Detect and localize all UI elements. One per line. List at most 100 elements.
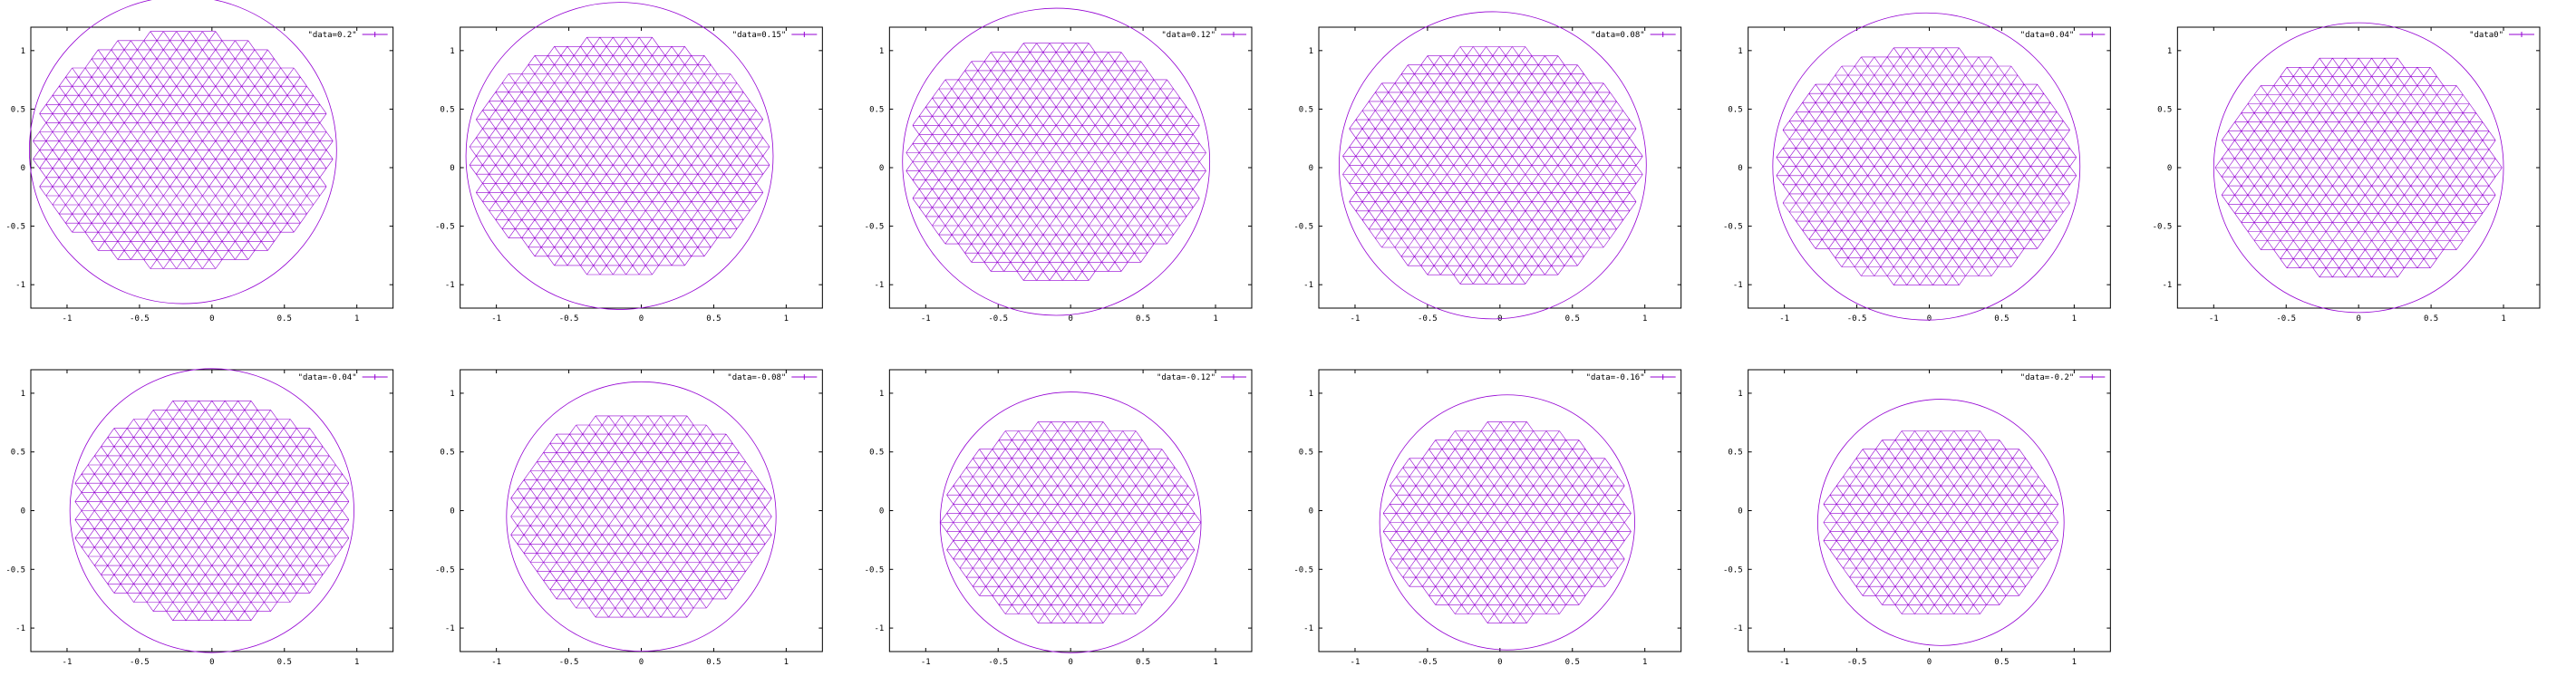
y-tick-label: -1 [15,624,25,633]
mesh-edges [469,36,770,275]
x-tick-label: -1 [1351,658,1361,667]
mesh-edges [1342,46,1643,285]
mesh-plot-10: -1 -0.5 0 0.5 1 1 0.5 0 -0.5 -1 "data=-0.16" [1293,369,1682,667]
mesh-edges [74,401,350,621]
mesh-boundary [1379,394,1635,651]
x-tick-label: -0.5 [1847,658,1867,667]
mesh-edges [2214,57,2503,278]
x-tick-label: 0.5 [706,314,721,324]
x-tick-label: 0.5 [1994,658,2009,667]
x-tick-label: -1 [921,314,931,324]
legend-label: "data=-0.04" [298,373,357,382]
y-tick-label: -1 [445,281,455,290]
mesh-plot-4: -1 -0.5 0 0.5 110.50-0.5-1"data=0.08" [1293,11,1682,324]
x-tick-label: 0 [1927,658,1932,667]
mesh-boundary [939,391,1202,653]
y-tick-label: -1 [2162,281,2172,290]
mesh-plot-6: -1 -0.5 0 0.5 1 1 0.5 0 -0.5 -1 "data0" [2153,22,2541,324]
y-tick-label: -0.5 [865,565,885,575]
x-tick-label: -0.5 [988,314,1008,324]
mesh-plot-2: -1 -0.5 0 0.5 1 1 0.5 0 -0.5 -1 "data=0.15" [435,2,823,324]
y-tick-label: 1 [1309,390,1313,399]
y-tick-label: 0 [2167,164,2172,173]
y-tick-label: 0 [21,507,25,517]
mesh-edges [940,421,1202,623]
y-tick-label: 0 [1309,507,1313,517]
x-tick-label: 0.5 [277,658,292,667]
mesh-plot-7: -1 -0.5 0 0.5 1 1 0.5 0 -0.5 -1 "data=-0.04" [5,368,394,667]
mesh-boundary [1338,11,1647,320]
plot-frame [1318,369,1682,652]
y-tick-label: 0.5 [11,105,25,114]
x-tick-label: -0.5 [1418,314,1438,324]
legend-label: "data=-0.08" [727,373,786,382]
legend-label: "data=0.04" [2020,31,2075,40]
x-tick-label: 0 [1068,314,1072,324]
x-tick-label: 0 [639,658,644,667]
y-tick-label: 1 [450,390,454,399]
x-tick-label: -1 [1351,314,1361,324]
x-tick-label: -1 [63,658,73,667]
y-tick-label: 0.5 [1299,449,1313,458]
mesh-boundary [29,0,337,304]
mesh-edges [33,31,334,269]
legend: "data=-0.08" [727,373,818,382]
x-tick-label: 1 [1213,314,1217,324]
y-tick-label: -0.5 [1293,565,1313,575]
x-tick-label: 1 [1642,314,1647,324]
y-tick-label: -1 [1733,281,1743,290]
y-tick-label: 1 [879,390,884,399]
y-tick-label: -0.5 [5,223,25,232]
x-tick-label: 1 [784,658,789,667]
x-tick-label: 0.5 [2424,314,2438,324]
legend: "data=-0.12" [1157,373,1246,382]
x-tick-label: 0 [1497,658,1502,667]
x-tick-label: 0.5 [706,658,721,667]
x-tick-label: 0.5 [277,314,292,324]
x-tick-label: -1 [1779,658,1789,667]
y-tick-label: 1 [2167,47,2172,56]
mesh-edges [1823,430,2059,614]
y-tick-label: 0.5 [1728,105,1742,114]
y-tick-label: 1 [1738,390,1742,399]
plot-frame [1748,369,2111,652]
y-tick-label: 0 [21,164,25,173]
x-tick-label: 1 [1642,658,1647,667]
y-tick-label: -0.5 [865,223,885,232]
plot-frame [30,26,394,309]
y-tick-label: 0 [1738,164,1742,173]
plot-frame [460,369,823,652]
mesh-edges [510,415,772,618]
x-tick-label: -1 [1779,314,1789,324]
x-tick-label: 0 [1068,658,1072,667]
mesh-boundary [1817,399,2065,646]
y-tick-label: -0.5 [2153,223,2173,232]
legend-label: "data0" [2469,31,2503,40]
y-tick-label: 0.5 [869,449,884,458]
y-tick-label: 0 [450,164,454,173]
y-tick-label: -0.5 [435,223,455,232]
x-tick-label: -0.5 [130,314,150,324]
x-tick-label: 1 [2072,314,2077,324]
legend-label: "data=0.15" [732,31,787,40]
y-tick-label: 0 [879,164,884,173]
x-tick-label: 1 [354,658,359,667]
legend: "data=-0.2" [2020,373,2106,382]
mesh-edges [905,43,1206,281]
y-tick-label: 0.5 [11,449,25,458]
x-tick-label: 0.5 [1994,314,2009,324]
plot-frame [888,369,1253,652]
x-tick-label: -1 [921,658,931,667]
x-tick-label: -1 [491,314,501,324]
mesh-boundary [465,2,774,310]
y-tick-label: -1 [1303,624,1313,633]
x-tick-label: 0 [2356,314,2360,324]
legend: "data=0.12" [1161,31,1246,40]
x-tick-label: -1 [491,658,501,667]
plot-frame [888,26,1253,309]
legend: "data=-0.04" [298,373,388,382]
y-tick-label: 1 [21,390,25,399]
y-tick-label: 0.5 [1299,105,1313,114]
y-tick-label: 0.5 [1728,449,1742,458]
